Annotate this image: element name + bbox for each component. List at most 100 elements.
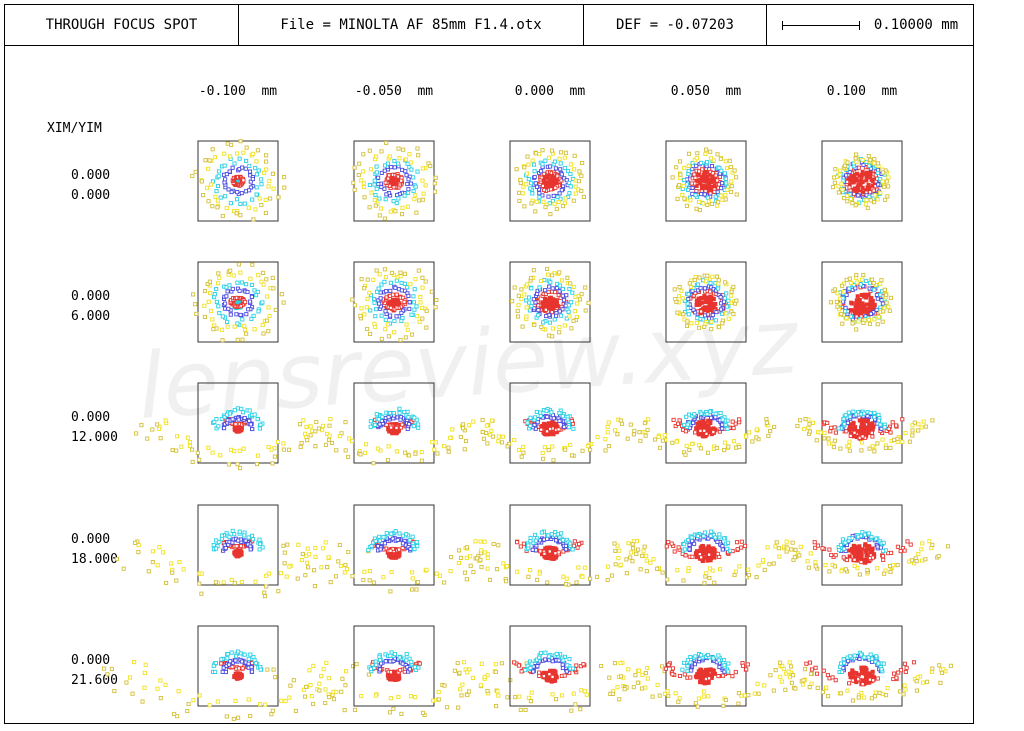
spot-point xyxy=(571,318,576,323)
spot-point xyxy=(388,280,393,285)
spot-point xyxy=(542,551,547,556)
spot-point xyxy=(361,184,366,190)
spot-point xyxy=(692,412,697,417)
spot-point xyxy=(407,538,412,543)
spot-point xyxy=(394,449,399,454)
spot-point xyxy=(243,166,248,171)
spot-point xyxy=(826,441,831,446)
spot-point xyxy=(190,459,195,464)
spot-point xyxy=(416,268,421,273)
spot-cell xyxy=(509,140,591,222)
spot-point xyxy=(396,146,401,151)
spot-point xyxy=(505,444,510,449)
spot-point xyxy=(694,188,699,194)
spot-point xyxy=(197,693,202,698)
spot-point xyxy=(533,181,538,186)
spot-point xyxy=(532,322,537,328)
spot-point xyxy=(550,444,555,449)
spot-point xyxy=(864,278,869,283)
spot-point xyxy=(875,544,880,549)
spot-point xyxy=(698,446,703,451)
spot-point xyxy=(389,570,394,575)
spot-point xyxy=(201,193,206,198)
spot-point xyxy=(380,414,385,419)
spot-point xyxy=(408,282,413,287)
spot-point xyxy=(854,327,859,332)
spot-point xyxy=(797,553,802,558)
spot-point xyxy=(259,182,264,187)
spot-point xyxy=(552,271,557,276)
spot-point xyxy=(771,688,776,693)
spot-point xyxy=(279,698,284,703)
spot-point xyxy=(645,676,650,681)
spot-point xyxy=(863,418,868,424)
spot-point xyxy=(377,272,382,277)
spot-point xyxy=(266,571,271,576)
spot-point xyxy=(875,566,880,571)
spot-point xyxy=(572,539,577,544)
spot-point xyxy=(557,330,562,335)
spot-point xyxy=(325,565,330,570)
field-box xyxy=(665,261,747,343)
spot-point xyxy=(374,662,379,667)
spot-point xyxy=(561,538,566,543)
spot-point xyxy=(442,580,447,585)
spot-point xyxy=(371,461,376,466)
spot-point xyxy=(371,277,376,282)
spot-point xyxy=(881,548,886,554)
spot-point xyxy=(699,653,704,658)
spot-point xyxy=(397,156,402,161)
spot-point xyxy=(580,448,585,453)
spot-point xyxy=(545,297,550,302)
spot-point xyxy=(785,546,790,551)
spot-point xyxy=(694,206,699,211)
spot-point xyxy=(271,186,276,191)
spot-point xyxy=(217,275,222,280)
spot-point xyxy=(698,286,703,291)
spot-point xyxy=(677,673,683,679)
spot-point xyxy=(672,287,677,292)
spot-point xyxy=(837,548,842,553)
spot-point xyxy=(865,414,870,419)
spot-point xyxy=(250,426,255,432)
spot-point xyxy=(410,587,415,592)
spot-point xyxy=(739,693,744,698)
spot-point xyxy=(240,165,245,170)
spot-point xyxy=(729,189,734,195)
spot-point xyxy=(715,152,720,157)
spot-point xyxy=(842,422,847,427)
spot-point xyxy=(352,707,358,712)
spot-cell xyxy=(265,625,529,718)
spot-point xyxy=(562,323,567,328)
spot-point xyxy=(212,323,217,328)
spot-point xyxy=(859,554,864,559)
spot-point xyxy=(884,292,889,297)
spot-point xyxy=(249,294,254,299)
spot-point xyxy=(716,200,721,205)
spot-point xyxy=(930,542,935,547)
spot-point xyxy=(862,425,867,430)
spot-point xyxy=(384,531,389,536)
spot-point xyxy=(354,662,359,667)
spot-point xyxy=(645,665,650,670)
spot-point xyxy=(537,191,542,196)
spot-point xyxy=(214,299,219,304)
spot-point xyxy=(708,558,713,563)
spot-point xyxy=(854,272,859,278)
spot-point xyxy=(143,662,148,667)
spot-point xyxy=(249,316,254,321)
spot-point xyxy=(550,181,555,186)
spot-point xyxy=(689,668,694,673)
spot-point xyxy=(496,693,501,698)
spot-point xyxy=(381,575,386,580)
spot-point xyxy=(692,172,697,177)
field-box xyxy=(353,625,435,707)
spot-point xyxy=(549,310,554,315)
spot-point xyxy=(563,547,569,552)
spot-point xyxy=(554,206,559,211)
spot-point xyxy=(869,296,874,301)
spot-point xyxy=(227,283,232,288)
spot-point xyxy=(726,298,731,303)
spot-point xyxy=(687,542,692,547)
spot-point xyxy=(417,661,422,666)
